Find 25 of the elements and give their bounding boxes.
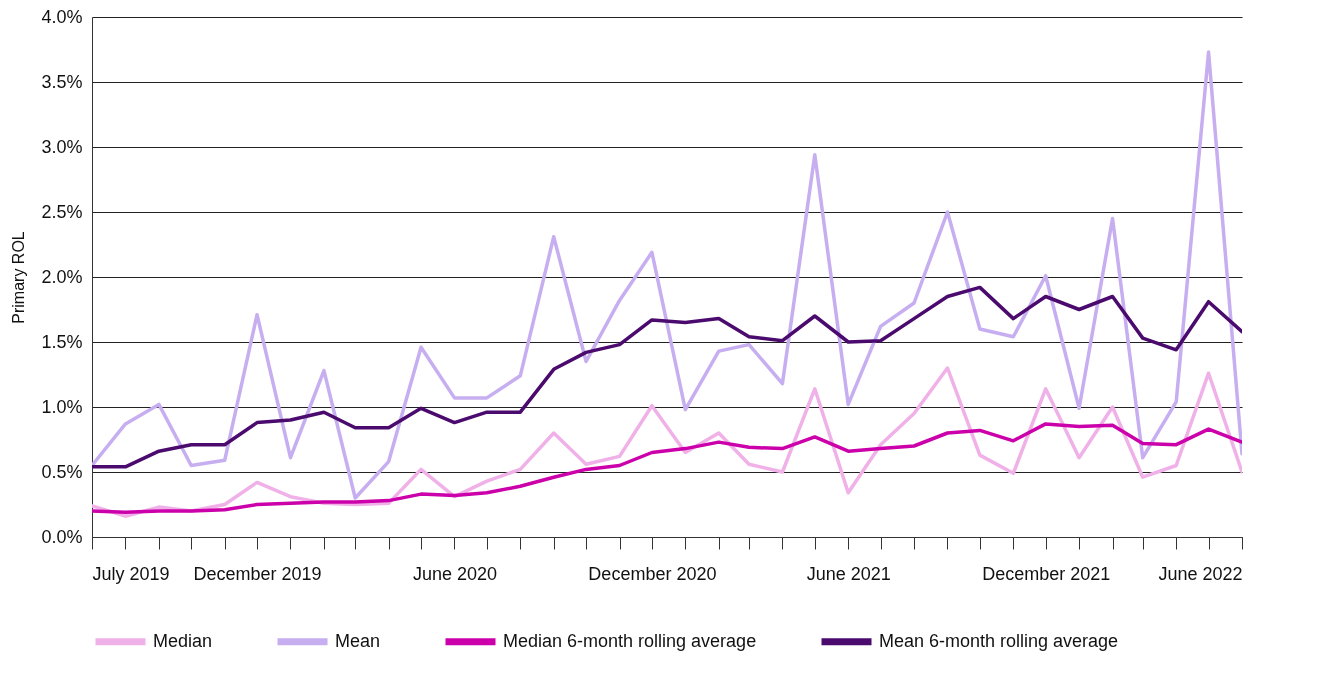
y-tick-label: 3.5% (41, 71, 83, 92)
y-tick-label: 0.5% (41, 461, 83, 482)
x-tick-label: June 2020 (412, 563, 498, 584)
y-tick-label: 3.0% (41, 136, 83, 157)
line-series (92, 366, 1242, 518)
y-tick-label: 1.0% (41, 396, 83, 417)
legend-label: Mean (335, 630, 381, 651)
legend-label: Median 6-month rolling average (503, 630, 757, 651)
y-tick-label: 0.0% (41, 526, 83, 547)
line-series (92, 422, 1242, 515)
y-tick-label: 2.0% (41, 266, 83, 287)
x-tick-label: December 2021 (982, 563, 1111, 584)
x-tick-label: June 2021 (806, 563, 891, 584)
legend-label: Median (153, 630, 213, 651)
line-series (92, 50, 1242, 500)
x-tick-label: December 2020 (588, 563, 717, 584)
line-series (92, 285, 1242, 469)
y-axis-title: Primary ROL (10, 231, 28, 324)
y-tick-label: 2.5% (41, 201, 83, 222)
y-tick-label: 1.5% (41, 331, 83, 352)
y-tick-label: 4.0% (41, 6, 83, 27)
x-tick-label: July 2019 (92, 563, 170, 584)
legend-label: Mean 6-month rolling average (879, 630, 1119, 651)
x-tick-label: June 2022 (1158, 563, 1243, 584)
x-tick-label: December 2019 (193, 563, 322, 584)
